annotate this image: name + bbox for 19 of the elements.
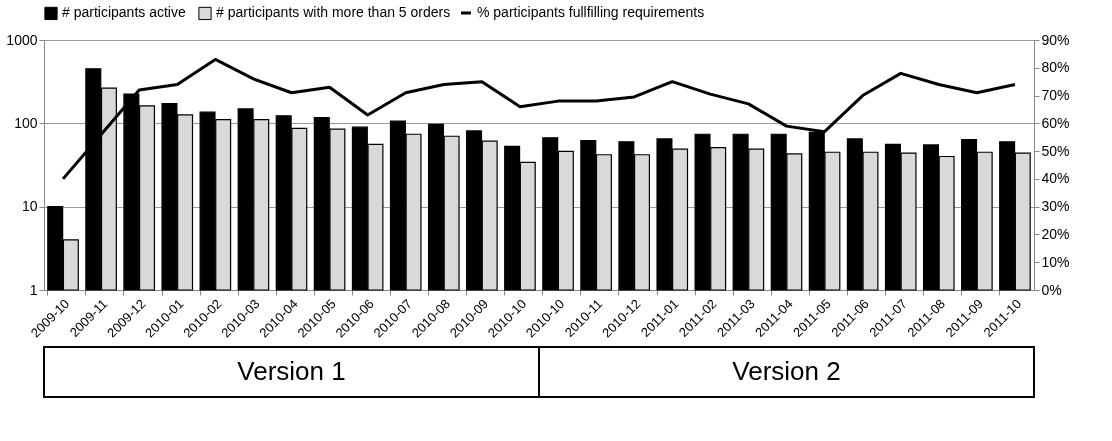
y2-tick-label: 90% [1041,31,1070,48]
y2-tick-label: 50% [1041,142,1070,159]
y2-tick-label: 80% [1041,59,1070,76]
y2-tick-label: 40% [1041,170,1070,187]
y-tick-label: 1 [29,281,38,298]
y-tick-label: 1000 [6,31,38,48]
y2-tick-label: 20% [1041,225,1070,242]
y2-tick-label: 10% [1041,253,1070,270]
y-tick-label: 100 [14,114,38,131]
y2-tick-label: 30% [1041,198,1070,215]
y2-tick-label: 0% [1041,281,1062,298]
y-tick-label: 10 [21,198,38,215]
legend-label: # participants active [62,4,186,21]
text: Version 2 [732,356,841,386]
y2-tick-label: 70% [1041,87,1070,104]
legend-label: % participants fullfilling requirements [477,4,705,20]
y2-tick-label: 60% [1041,114,1070,131]
legend-label: # participants with more than 5 orders [216,4,451,21]
text: Version 1 [237,356,346,386]
